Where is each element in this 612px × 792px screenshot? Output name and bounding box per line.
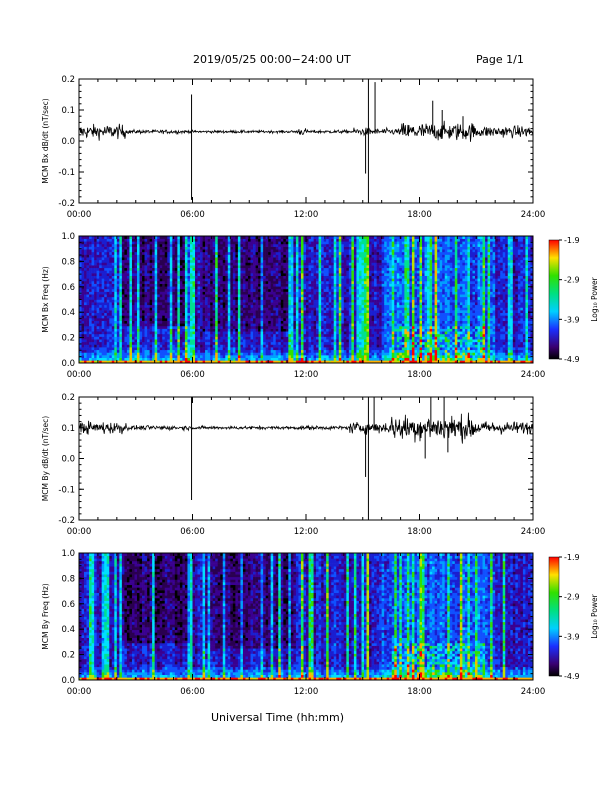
x-tick-label: 12:00 — [294, 527, 319, 537]
y-tick-label: 0.6 — [61, 283, 75, 293]
x-tick-label: 06:00 — [180, 210, 205, 220]
y-axis-title: MCM By Freq (Hz) — [41, 583, 50, 649]
x-tick-label: 00:00 — [67, 210, 92, 220]
y-tick-label: 0.6 — [61, 600, 75, 610]
y-tick-label: 0.0 — [61, 676, 75, 686]
x-tick-label: 24:00 — [521, 210, 546, 220]
colorbar-tick-label: -2.9 — [564, 593, 580, 602]
x-tick-label: 06:00 — [180, 527, 205, 537]
y-tick-label: -0.2 — [58, 516, 75, 526]
y-tick-label: 0.4 — [61, 308, 75, 318]
series-trace — [79, 413, 533, 444]
y-tick-label: 0.2 — [61, 334, 75, 344]
spectrogram — [79, 236, 533, 363]
x-tick-label: 12:00 — [294, 687, 319, 697]
panel-4: -1.9 -2.9 -3.9 -4.9 Log₁₀ Power 00:00 06:00 12:… — [41, 549, 599, 697]
y-tick-label: 0.0 — [61, 137, 75, 147]
x-tick-label: 06:00 — [180, 687, 205, 697]
y-tick-label: 0.4 — [61, 625, 75, 635]
x-tick-label: 24:00 — [521, 370, 546, 380]
y-axis-title: MCM Bx Freq (Hz) — [41, 266, 50, 332]
series-trace — [79, 121, 533, 142]
panel-3: 00:00 06:00 12:00 18:00 24:00 -0.2 -0.1 0.0 0.1 0… — [41, 393, 545, 537]
colorbar-tick-label: -4.9 — [564, 672, 580, 681]
x-tick-label: 12:00 — [294, 370, 319, 380]
plot-frame — [79, 79, 533, 203]
panel-1: 00:00 06:00 12:00 18:00 24:00 -0.2 -0.1 0.0 0.1 0… — [41, 75, 545, 220]
x-tick-label: 18:00 — [407, 210, 432, 220]
x-tick-label: 24:00 — [521, 527, 546, 537]
y-axis-title: MCM By dB/dt (nT/sec) — [41, 416, 50, 501]
x-tick-label: 18:00 — [407, 527, 432, 537]
colorbar-label: Log₁₀ Power — [590, 593, 599, 638]
x-tick-label: 00:00 — [67, 370, 92, 380]
plot-frame — [79, 397, 533, 520]
colorbar-tick-label: -3.9 — [564, 632, 580, 641]
y-tick-label: 0.1 — [61, 424, 75, 434]
colorbar-tick-label: -2.9 — [564, 276, 580, 285]
y-tick-label: 0.8 — [61, 257, 75, 267]
y-tick-label: 1.0 — [61, 549, 75, 559]
x-tick-label: 18:00 — [407, 687, 432, 697]
colorbar-tick-label: -4.9 — [564, 355, 580, 364]
colorbar — [549, 240, 559, 359]
colorbar-tick-label: -1.9 — [564, 553, 580, 562]
x-tick-label: 06:00 — [180, 370, 205, 380]
x-tick-label: 00:00 — [67, 687, 92, 697]
y-tick-label: -0.1 — [58, 485, 75, 495]
colorbar-tick-label: -3.9 — [564, 315, 580, 324]
y-tick-label: -0.2 — [58, 199, 75, 209]
x-tick-label: 00:00 — [67, 527, 92, 537]
y-axis-title: MCM Bx dB/dt (nT/sec) — [41, 98, 50, 183]
colorbar-tick-label: -1.9 — [564, 236, 580, 245]
panel-2: -1.9 -2.9 -3.9 -4.9 Log₁₀ Power 00:00 06:00 12:… — [41, 232, 599, 380]
y-tick-label: 0.2 — [61, 75, 75, 85]
y-tick-label: 0.1 — [61, 106, 75, 116]
colorbar-label: Log₁₀ Power — [590, 276, 599, 321]
y-tick-label: -0.1 — [58, 168, 75, 178]
y-tick-label: 1.0 — [61, 232, 75, 242]
y-tick-label: 0.0 — [61, 455, 75, 465]
x-tick-label: 18:00 — [407, 370, 432, 380]
y-tick-label: 0.2 — [61, 651, 75, 661]
y-tick-label: 0.0 — [61, 359, 75, 369]
y-tick-label: 0.8 — [61, 574, 75, 584]
x-tick-label: 12:00 — [294, 210, 319, 220]
spectrogram — [79, 553, 533, 680]
x-tick-label: 24:00 — [521, 687, 546, 697]
colorbar — [549, 557, 559, 676]
x-axis-title: Universal Time (hh:mm) — [211, 711, 344, 724]
y-tick-label: 0.2 — [61, 393, 75, 403]
